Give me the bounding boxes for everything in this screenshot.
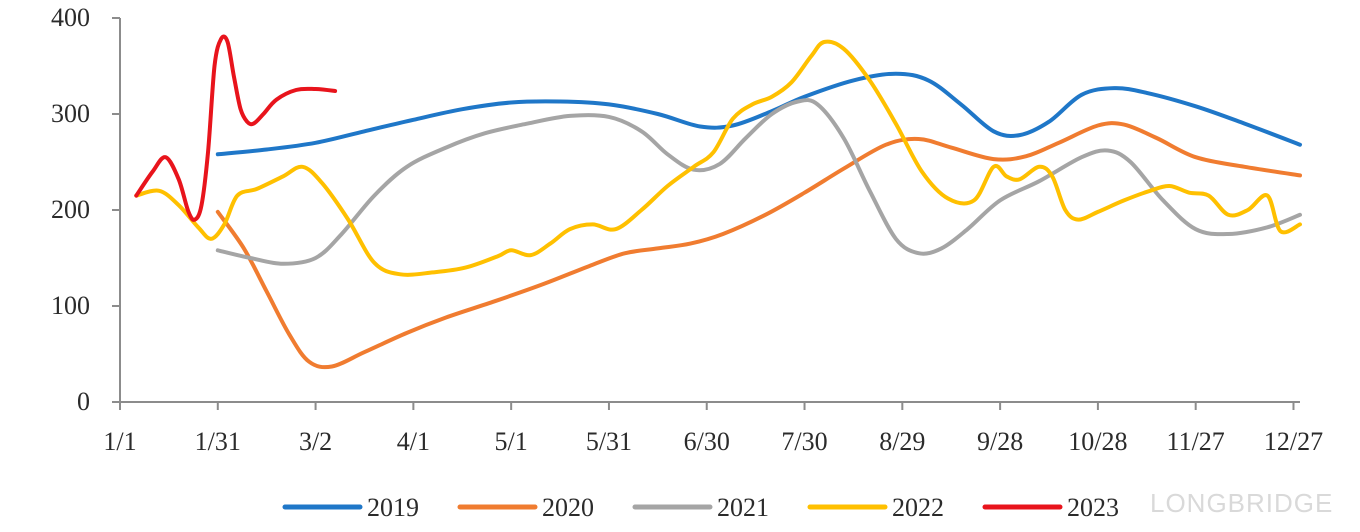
legend-label-2020: 2020 <box>542 493 594 522</box>
x-tick-label: 12/27 <box>1264 427 1323 456</box>
x-tick-label: 8/29 <box>879 427 925 456</box>
y-tick-label: 200 <box>51 195 90 224</box>
x-tick-label: 7/30 <box>781 427 827 456</box>
x-tick-label: 1/31 <box>195 427 241 456</box>
series-line-2022 <box>134 39 1302 277</box>
x-tick-label: 9/28 <box>977 427 1023 456</box>
series-line-2021 <box>215 98 1302 266</box>
x-tick-label: 5/31 <box>586 427 632 456</box>
legend-label-2022: 2022 <box>892 493 944 522</box>
x-tick-label: 4/1 <box>397 427 430 456</box>
x-tick-label: 3/2 <box>299 427 332 456</box>
y-tick-label: 100 <box>51 291 90 320</box>
x-tick-label: 5/1 <box>495 427 528 456</box>
x-tick-label: 1/1 <box>103 427 136 456</box>
series-line-2023 <box>134 34 338 222</box>
y-tick-label: 0 <box>77 387 90 416</box>
x-axis: 1/1 1/31 3/2 4/1 5/1 5/31 6/30 7/30 8/29 9/28 10/2… <box>103 401 1323 456</box>
watermark: LONGBRIDGE <box>1150 488 1333 518</box>
legend: 2019 2020 2021 2022 2023 <box>282 493 1119 522</box>
legend-label-2023: 2023 <box>1067 493 1119 522</box>
y-axis: 0 100 200 300 400 <box>51 3 121 416</box>
x-tick-label: 6/30 <box>684 427 730 456</box>
series-line-2020 <box>215 121 1302 370</box>
legend-label-2019: 2019 <box>367 493 419 522</box>
x-tick-label: 10/28 <box>1068 427 1127 456</box>
y-tick-label: 300 <box>51 99 90 128</box>
x-tick-label: 11/27 <box>1167 427 1225 456</box>
watermark-text: LONGBRIDGE <box>1150 488 1333 518</box>
series-line-2019 <box>215 71 1302 157</box>
y-tick-label: 400 <box>51 3 90 32</box>
legend-label-2021: 2021 <box>717 493 769 522</box>
series-layer <box>134 34 1302 370</box>
